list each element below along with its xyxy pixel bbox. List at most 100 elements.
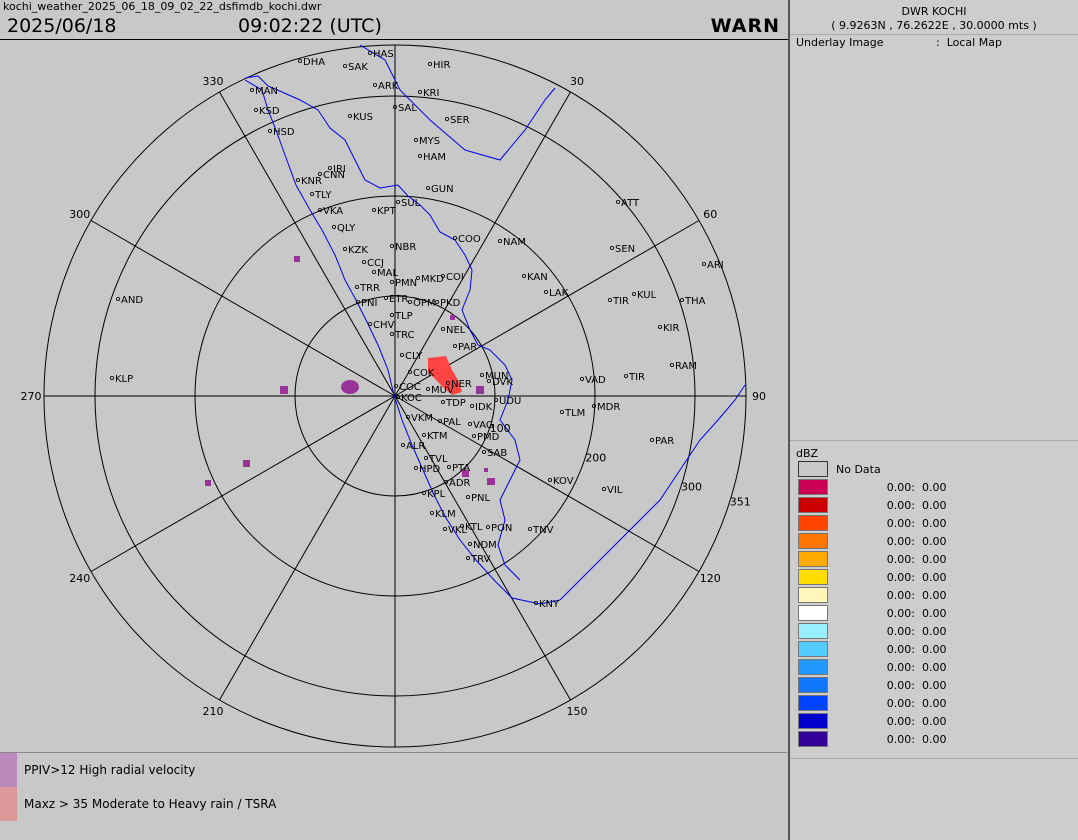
place-label: PTA — [452, 463, 470, 474]
place-marker: KAN — [522, 272, 548, 283]
place-marker: NBR — [389, 242, 416, 253]
place-label: SUL — [401, 198, 421, 209]
place-dot — [399, 352, 404, 357]
underlay-value[interactable]: : Local Map — [936, 36, 1002, 49]
place-dot — [486, 378, 491, 383]
bearing-label: 120 — [700, 572, 721, 585]
place-dot — [267, 128, 272, 133]
place-dot — [417, 153, 422, 158]
velocity-echo — [341, 380, 359, 394]
velocity-echo — [450, 315, 455, 320]
place-dot — [392, 105, 397, 110]
place-dot — [670, 362, 675, 367]
place-marker: SER — [444, 115, 470, 126]
legend-swatch — [798, 479, 828, 495]
place-marker: PAL — [437, 417, 461, 428]
place-marker: TDP — [440, 398, 466, 409]
radar-display: kochi_weather_2025_06_18_09_02_22_dsfimd… — [0, 0, 788, 839]
legend-max-value: 0.00 — [922, 517, 947, 530]
azimuth-spoke — [394, 395, 571, 701]
place-dot — [383, 295, 388, 300]
place-label: ATT — [621, 198, 640, 209]
place-dot — [624, 373, 629, 378]
place-marker: ALR — [400, 441, 425, 452]
place-label: NBR — [395, 242, 416, 253]
place-dot — [367, 321, 372, 326]
place-dot — [361, 259, 366, 264]
legend-swatch — [798, 731, 828, 747]
sidebar-divider — [790, 34, 1078, 35]
place-marker: HAS — [367, 49, 394, 60]
place-label: NER — [451, 379, 472, 390]
place-dot — [413, 465, 418, 470]
place-label: MUN — [485, 371, 508, 382]
place-marker: TIR — [608, 296, 629, 307]
velocity-echo — [476, 386, 484, 394]
underlay-separator: : — [936, 36, 940, 49]
place-dot — [407, 369, 412, 374]
place-marker: KNY — [534, 599, 560, 610]
place-marker: TLP — [389, 311, 413, 322]
place-marker: DVK — [486, 377, 513, 388]
azimuth-spoke — [219, 395, 396, 701]
place-dot — [534, 601, 539, 606]
place-marker: ADR — [443, 478, 471, 489]
legend-max-value: 0.00 — [922, 733, 947, 746]
underlay-label: Underlay Image — [796, 36, 884, 49]
place-label: NAM — [503, 237, 526, 248]
place-label: CCJ — [367, 258, 384, 269]
place-label: QLY — [337, 223, 356, 234]
alert-panel: PPIV>12 High radial velocity Maxz > 35 M… — [0, 752, 787, 839]
legend-row: 0.00: 0.00 — [798, 533, 1078, 551]
place-marker: PNL — [465, 493, 491, 504]
legend-row: 0.00: 0.00 — [798, 677, 1078, 695]
place-label: MDR — [597, 402, 620, 413]
place-dot — [528, 527, 533, 532]
place-marker: KTL — [459, 522, 483, 533]
place-dot — [608, 297, 613, 302]
legend-row: 0.00: 0.00 — [798, 587, 1078, 605]
place-dot — [405, 414, 410, 419]
place-marker: SAK — [342, 62, 368, 73]
place-marker: TNV — [528, 525, 554, 536]
place-marker: KRI — [417, 88, 439, 99]
place-label: PMN — [395, 278, 417, 289]
place-marker: KOV — [548, 476, 574, 487]
place-label: UDU — [499, 396, 521, 407]
velocity-echo — [462, 470, 469, 477]
underlay-row: Underlay Image : Local Map — [790, 35, 1078, 51]
place-label: TIR — [612, 296, 629, 307]
place-marker: MUV — [425, 385, 454, 396]
place-label: VAD — [585, 375, 606, 386]
place-dot — [544, 289, 549, 294]
bearing-label: 30 — [570, 75, 584, 88]
place-marker: PMN — [389, 278, 417, 289]
radar-ppi-map[interactable]: 30 60 90 120 150 210 240 270 300 330 100 200 300 351… — [0, 40, 788, 752]
place-marker: ARI — [702, 260, 724, 271]
place-label: PNL — [471, 493, 491, 504]
place-dot — [116, 296, 121, 301]
place-label: VKM — [411, 413, 433, 424]
place-marker: QLY — [331, 223, 356, 234]
place-marker: ATT — [616, 198, 640, 209]
place-marker: MKD — [415, 274, 444, 285]
place-dot — [317, 207, 322, 212]
place-marker: RAM — [670, 361, 697, 372]
place-marker: CHV — [367, 320, 395, 331]
place-dot — [407, 299, 412, 304]
place-label: KSD — [259, 106, 280, 117]
legend-max-value: 0.00 — [922, 643, 947, 656]
place-dot — [446, 464, 451, 469]
legend-swatch — [798, 659, 828, 675]
place-marker: MDR — [592, 402, 620, 413]
place-marker: THA — [680, 296, 706, 307]
place-dot — [440, 273, 445, 278]
alert-velocity: PPIV>12 High radial velocity — [0, 753, 787, 787]
legend-max-value: 0.00 — [922, 553, 947, 566]
legend-min-value: 0.00: — [886, 589, 915, 602]
file-name: kochi_weather_2025_06_18_09_02_22_dsfimd… — [3, 0, 322, 13]
legend-min-value: 0.00: — [886, 607, 915, 620]
place-marker: NDM — [467, 540, 497, 551]
place-marker: PAR — [452, 342, 477, 353]
place-label: SAB — [487, 448, 507, 459]
